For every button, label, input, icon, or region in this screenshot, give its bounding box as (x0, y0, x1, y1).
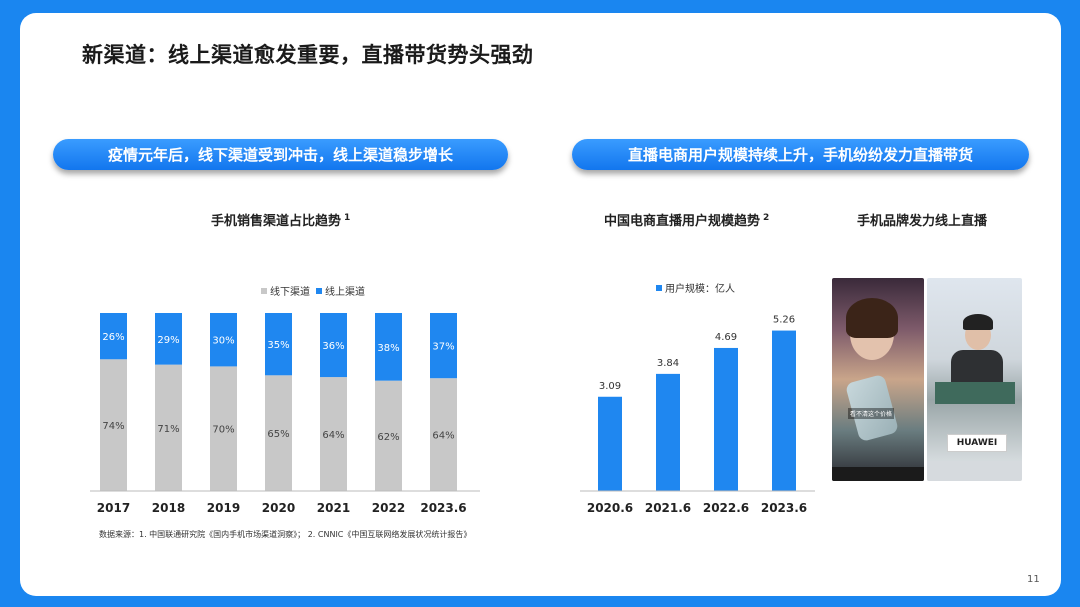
chart2-title-text: 中国电商直播用户规模趋势 (604, 214, 761, 229)
data-label-online-2018: 29% (157, 335, 179, 346)
live-caption: 看不清这个价格 (848, 408, 895, 419)
bar-users-2020.6 (598, 396, 622, 491)
banner-offline-online: 疫情元年后，线下渠道受到冲击，线上渠道稳步增长 (53, 139, 508, 170)
slide: 新渠道：线上渠道愈发重要，直播带货势头强劲 疫情元年后，线下渠道受到冲击，线上渠… (20, 13, 1061, 596)
data-label-online-2023.6: 37% (432, 342, 454, 353)
data-label-online-2020: 35% (267, 340, 289, 351)
chart2-title: 中国电商直播用户规模趋势 2 (604, 210, 769, 229)
data-label-users-2023.6: 5.26 (773, 315, 795, 326)
slide-title: 新渠道：线上渠道愈发重要，直播带货势头强劲 (82, 43, 534, 67)
legend-swatch-online (316, 288, 322, 294)
data-label-users-2020.6: 3.09 (599, 381, 621, 392)
x-tick-2020: 2020 (262, 501, 295, 513)
bar-offline-2023.6 (430, 378, 457, 491)
bottom-icons (927, 461, 1022, 481)
chart1-stacked-bar: 线下渠道 线上渠道 26% 74% 2017 29% 71% 2018 30% 70% 2019 35… (90, 285, 480, 513)
banner-live-commerce: 直播电商用户规模持续上升，手机纷纷发力直播带货 (572, 139, 1029, 170)
x-tick-2021: 2021 (317, 501, 350, 513)
data-label-offline-2020: 65% (267, 429, 289, 440)
data-label-online-2021: 36% (322, 341, 344, 352)
bar-online-2017 (100, 313, 127, 360)
chart2-footnote-mark: 2 (763, 212, 770, 223)
bar-offline-2021 (320, 377, 347, 491)
data-label-offline-2022: 62% (377, 432, 399, 443)
livestream-photo-right: HUAWEI (927, 278, 1022, 481)
bar-users-2022.6 (714, 347, 738, 491)
bar-online-2020 (265, 313, 292, 376)
x-tick-2017: 2017 (97, 501, 130, 513)
x-tick-2022.6: 2022.6 (703, 501, 749, 513)
legend-swatch-offline (261, 288, 267, 294)
bar-online-2023.6 (430, 313, 457, 379)
hair-silhouette (846, 298, 898, 338)
data-label-online-2017: 26% (102, 332, 124, 343)
chart1-title: 手机销售渠道占比趋势 1 (211, 210, 350, 229)
legend-label-offline: 线下渠道 (270, 285, 310, 298)
x-tick-2023.6: 2023.6 (761, 501, 807, 513)
chart2-bar: 用户规模：亿人 3.09 2020.6 3.84 2021.6 4.69 2022.6 5.2… (580, 282, 815, 513)
bar-offline-2022 (375, 380, 402, 491)
data-source: 数据来源：1. 中国联通研究院《国内手机市场渠道洞察》； 2. CNNIC《中国… (99, 530, 472, 539)
data-label-offline-2018: 71% (157, 424, 179, 435)
data-label-offline-2021: 64% (322, 430, 344, 441)
bar-offline-2019 (210, 366, 237, 491)
data-label-online-2019: 30% (212, 336, 234, 347)
x-tick-2022: 2022 (372, 501, 405, 513)
bar-online-2019 (210, 313, 237, 367)
bar-users-2023.6 (772, 330, 796, 491)
chart1-title-text: 手机销售渠道占比趋势 (211, 214, 342, 229)
bar-offline-2017 (100, 359, 127, 491)
phone-display (935, 382, 1015, 404)
bar-online-2018 (155, 313, 182, 365)
legend-label-online: 线上渠道 (325, 285, 365, 298)
bar-users-2021.6 (656, 373, 680, 491)
bar-online-2021 (320, 313, 347, 378)
data-label-users-2021.6: 3.84 (657, 358, 679, 369)
data-label-users-2022.6: 4.69 (715, 332, 737, 343)
x-tick-2020.6: 2020.6 (587, 501, 633, 513)
livestream-photo-left: 看不清这个价格 (832, 278, 924, 481)
bar-offline-2018 (155, 364, 182, 491)
brand-banner: HUAWEI (947, 434, 1007, 452)
chart1-footnote-mark: 1 (344, 212, 351, 223)
data-label-offline-2019: 70% (212, 425, 234, 436)
legend-label-users: 用户规模：亿人 (665, 282, 735, 295)
x-tick-2019: 2019 (207, 501, 240, 513)
x-tick-2018: 2018 (152, 501, 185, 513)
bar-online-2022 (375, 313, 402, 381)
data-label-offline-2017: 74% (102, 421, 124, 432)
page-number: 11 (1027, 574, 1040, 585)
bar-offline-2020 (265, 375, 292, 491)
host-hair (963, 314, 993, 330)
x-tick-2021.6: 2021.6 (645, 501, 691, 513)
legend-swatch-users (656, 285, 662, 291)
data-label-offline-2023.6: 64% (432, 431, 454, 442)
data-label-online-2022: 38% (377, 343, 399, 354)
bottom-bar (832, 467, 924, 481)
x-tick-2023.6: 2023.6 (420, 501, 466, 513)
photos-title: 手机品牌发力线上直播 (857, 214, 988, 229)
brand-text: HUAWEI (956, 438, 998, 448)
